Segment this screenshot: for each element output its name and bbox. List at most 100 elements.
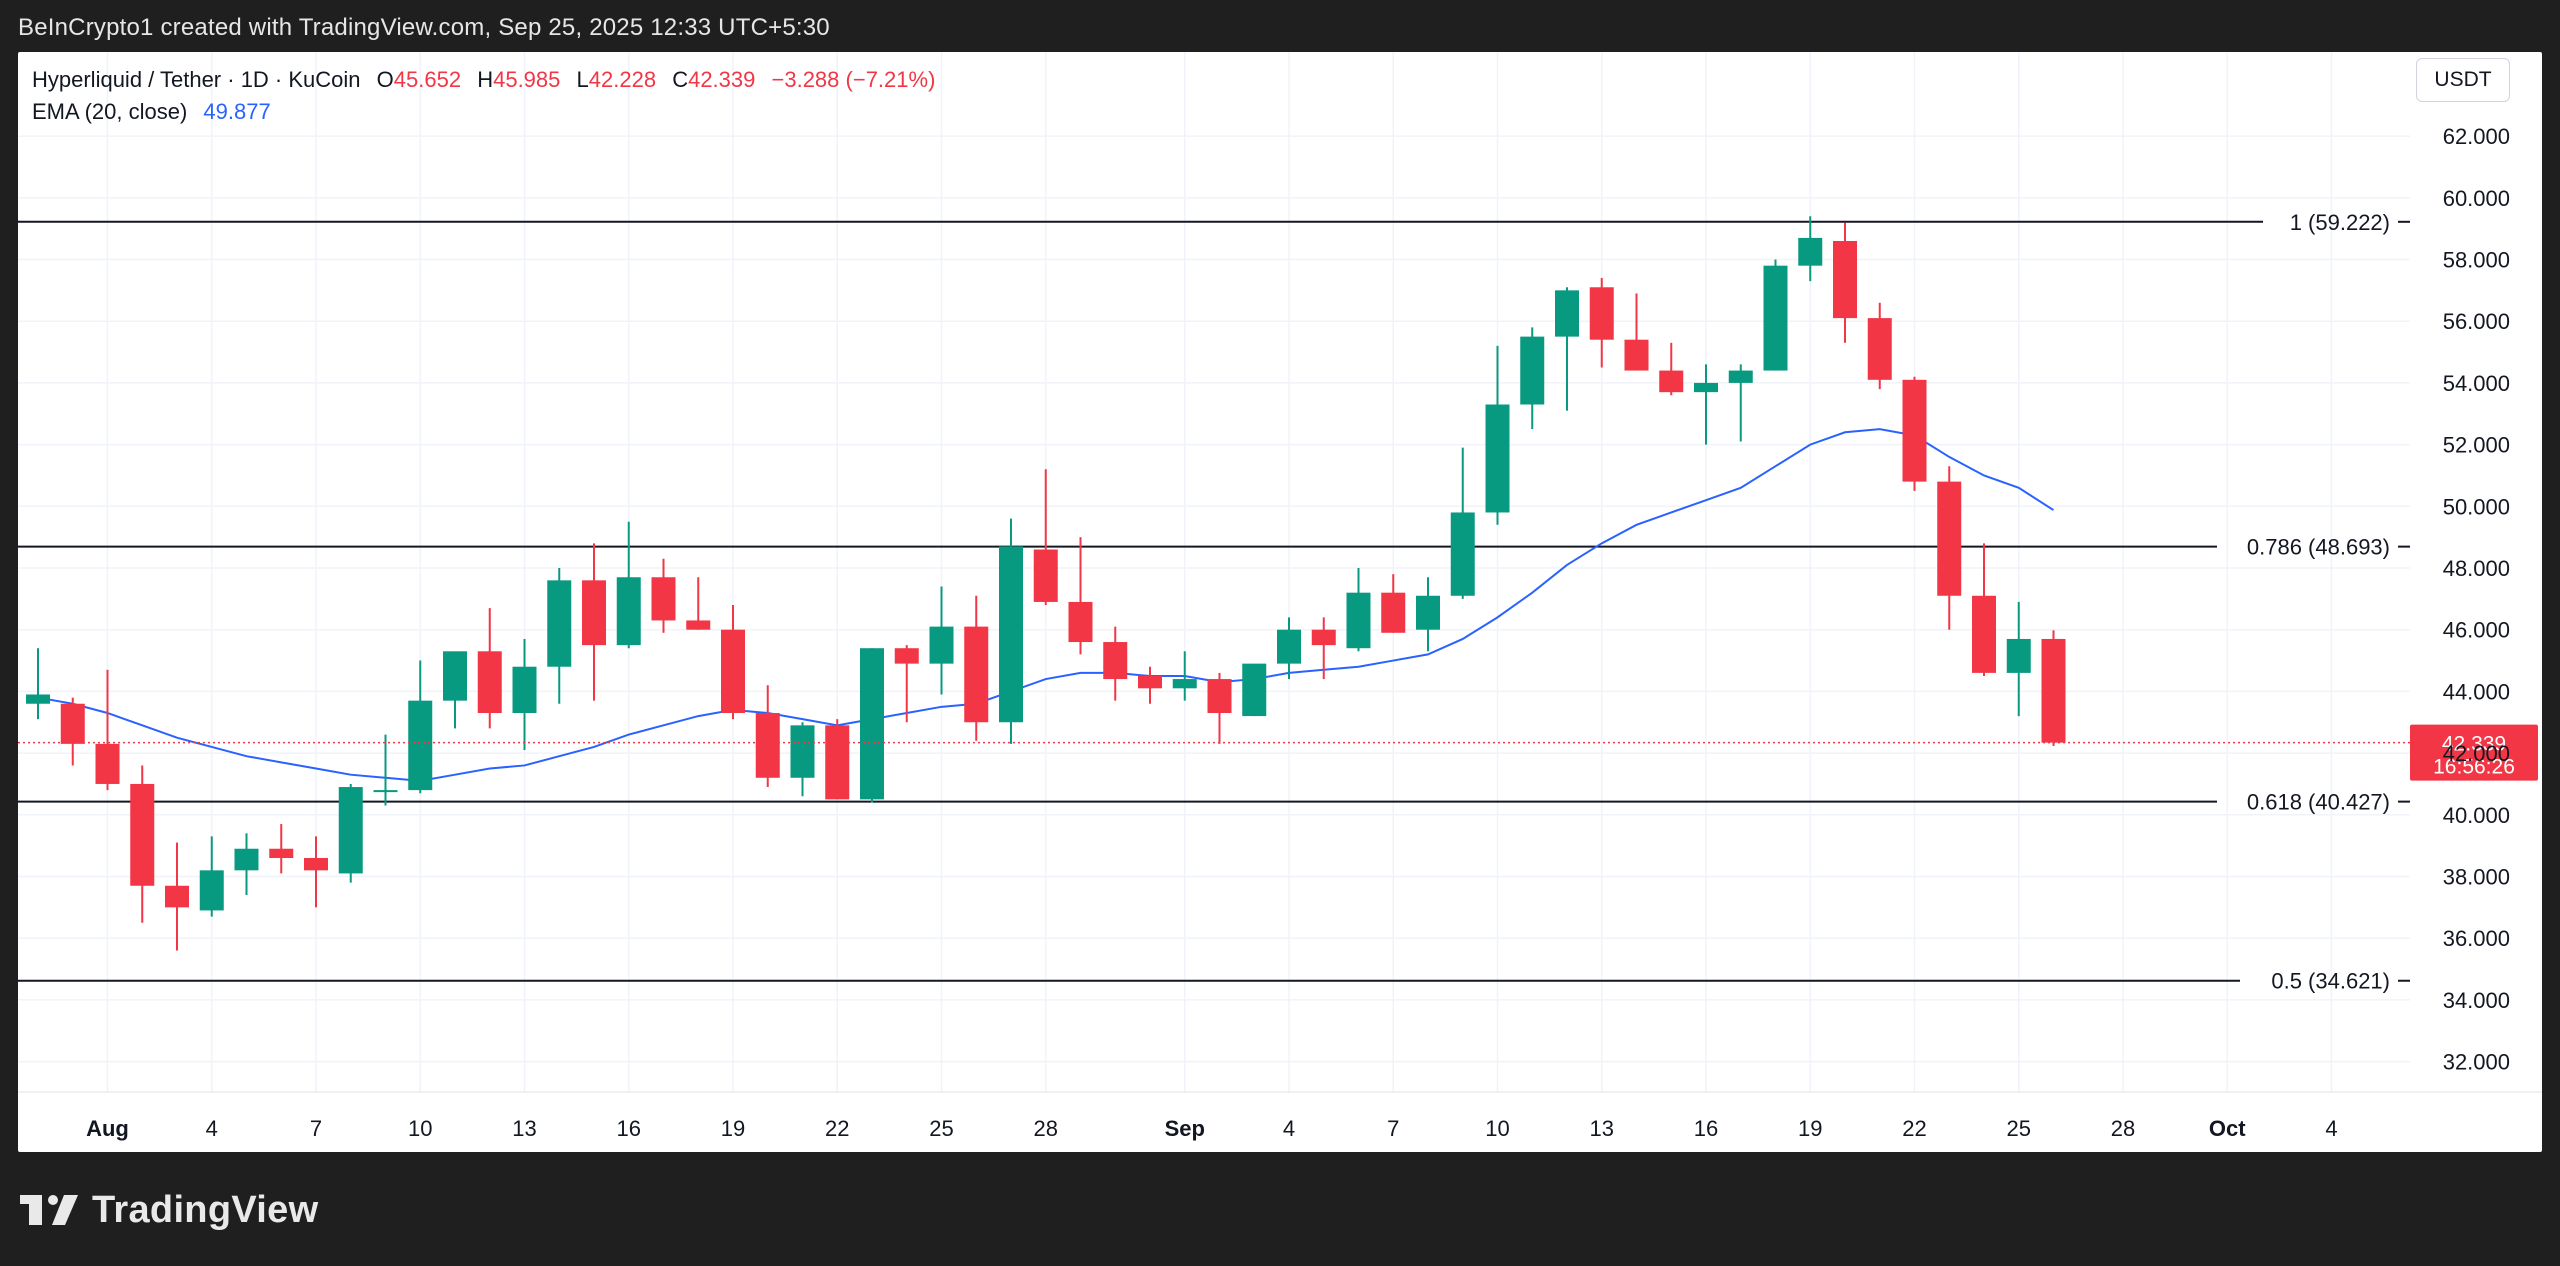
candle-body[interactable] xyxy=(1694,382,1718,393)
candle-body[interactable] xyxy=(165,885,189,908)
candle-body[interactable] xyxy=(1867,318,1892,380)
candle-body[interactable] xyxy=(2041,638,2066,743)
candle-body[interactable] xyxy=(234,848,259,871)
candle-body[interactable] xyxy=(2006,638,2031,673)
candle-body[interactable] xyxy=(1624,339,1649,371)
price-tick-label: 54.000 xyxy=(2443,371,2510,396)
candle-body[interactable] xyxy=(373,790,398,793)
candle-body[interactable] xyxy=(1902,379,1927,482)
candle-body[interactable] xyxy=(1763,265,1788,371)
candle-body[interactable] xyxy=(1937,481,1962,596)
time-tick-label: 16 xyxy=(617,1116,641,1141)
price-tick-label: 58.000 xyxy=(2443,248,2510,273)
candle-body[interactable] xyxy=(1311,629,1336,646)
candle-body[interactable] xyxy=(860,648,884,800)
fib-level-label: 0.786 (48.693) xyxy=(2247,535,2390,560)
currency-button[interactable]: USDT xyxy=(2416,58,2510,102)
candle-body[interactable] xyxy=(894,648,919,664)
open-value: 45.652 xyxy=(393,67,462,92)
candle-body[interactable] xyxy=(1416,595,1440,630)
time-tick-label: Oct xyxy=(2209,1116,2246,1141)
candle-body[interactable] xyxy=(999,546,1023,723)
candle-body[interactable] xyxy=(825,725,850,800)
candle-body[interactable] xyxy=(755,712,780,778)
chart-panel[interactable]: 1 (59.222) 0.786 (48.693) 0.618 (40.427) 0.… xyxy=(18,52,2542,1152)
low-value: 42.228 xyxy=(588,67,657,92)
candle-body[interactable] xyxy=(1346,592,1371,649)
time-tick-label: Aug xyxy=(86,1116,129,1141)
candle-body[interactable] xyxy=(130,783,155,886)
grid-lines xyxy=(18,52,2410,1092)
fib-level-label: 0.618 (40.427) xyxy=(2247,790,2390,815)
candle-body[interactable] xyxy=(1381,592,1406,633)
candle-body[interactable] xyxy=(964,626,989,723)
candle-body[interactable] xyxy=(1589,287,1614,340)
candle-body[interactable] xyxy=(269,848,294,858)
candle-body[interactable] xyxy=(1659,370,1684,393)
price-tick-label: 40.000 xyxy=(2443,803,2510,828)
candle-body[interactable] xyxy=(304,857,328,871)
candle-body[interactable] xyxy=(582,580,606,646)
candle-body[interactable] xyxy=(1103,642,1128,680)
ema-value: 49.877 xyxy=(203,99,271,124)
candle-body[interactable] xyxy=(512,666,537,713)
candle-body[interactable] xyxy=(1172,679,1197,689)
candle-body[interactable] xyxy=(477,651,502,713)
bar-countdown: 16:56:26 xyxy=(2433,756,2515,779)
candle-body[interactable] xyxy=(1485,404,1510,513)
candle-body[interactable] xyxy=(1833,240,1857,319)
brand-name: TradingView xyxy=(92,1188,319,1231)
candle-body[interactable] xyxy=(1555,290,1579,337)
candle-body[interactable] xyxy=(686,620,711,630)
fib-level-label: 1 (59.222) xyxy=(2290,210,2390,235)
ema-label[interactable]: EMA (20, close) xyxy=(32,99,188,124)
candle-body[interactable] xyxy=(547,580,572,667)
candle-body[interactable] xyxy=(338,787,363,874)
candle-body[interactable] xyxy=(1728,370,1753,383)
last-price-badge xyxy=(2410,724,2538,781)
candle-body[interactable] xyxy=(1068,601,1093,643)
time-axis: Aug 4 7 10 13 16 19 22 25 28 Sep 4 7 10 13 16 19 22 25 28 Oc… xyxy=(18,1091,2542,1141)
candle-body[interactable] xyxy=(1972,595,1996,673)
price-tick-label: 56.000 xyxy=(2443,309,2510,334)
ema-line-layer xyxy=(37,428,2055,782)
candle-body[interactable] xyxy=(616,577,641,646)
chart-caption: BeInCrypto1 created with TradingView.com… xyxy=(18,14,830,41)
candle-body[interactable] xyxy=(1520,336,1545,405)
time-tick-label: 28 xyxy=(1034,1116,1058,1141)
price-tick-label: 48.000 xyxy=(2443,556,2510,581)
candle-body[interactable] xyxy=(651,577,676,621)
time-tick-label: 13 xyxy=(512,1116,536,1141)
price-tick-label: 62.000 xyxy=(2443,124,2510,149)
chart-legend: Hyperliquid / Tether · 1D · KuCoin O45.6… xyxy=(32,64,935,128)
tradingview-logo[interactable]: TradingView xyxy=(20,1188,318,1232)
time-tick-label: 10 xyxy=(1485,1116,1509,1141)
ema-line[interactable] xyxy=(37,428,2055,782)
candlestick-chart[interactable]: 1 (59.222) 0.786 (48.693) 0.618 (40.427) 0.… xyxy=(18,52,2542,1152)
candle-body[interactable] xyxy=(408,700,433,791)
candle-body[interactable] xyxy=(95,743,120,784)
ema-row: EMA (20, close) 49.877 xyxy=(32,96,935,128)
close-label: C xyxy=(672,67,689,92)
candle-body[interactable] xyxy=(60,703,85,744)
candle-body[interactable] xyxy=(199,870,224,911)
candle-body[interactable] xyxy=(1450,512,1475,596)
candle-body[interactable] xyxy=(929,626,954,664)
time-tick-label: 4 xyxy=(2325,1116,2337,1141)
candle-body[interactable] xyxy=(1277,629,1301,664)
time-tick-label: 4 xyxy=(1283,1116,1295,1141)
candle-body[interactable] xyxy=(1033,549,1058,602)
candle-body[interactable] xyxy=(1798,237,1823,266)
candle-body[interactable] xyxy=(1138,675,1162,689)
candle-body[interactable] xyxy=(790,725,815,778)
time-tick-label: 28 xyxy=(2111,1116,2135,1141)
symbol-title[interactable]: Hyperliquid / Tether · 1D · KuCoin xyxy=(32,67,361,92)
candle-body[interactable] xyxy=(1207,679,1232,713)
candle-body[interactable] xyxy=(443,651,467,701)
candle-body[interactable] xyxy=(721,629,745,713)
time-tick-label: 7 xyxy=(1387,1116,1399,1141)
candle-body[interactable] xyxy=(26,694,50,704)
candle-body[interactable] xyxy=(1242,663,1267,717)
price-tick-label: 50.000 xyxy=(2443,494,2510,519)
